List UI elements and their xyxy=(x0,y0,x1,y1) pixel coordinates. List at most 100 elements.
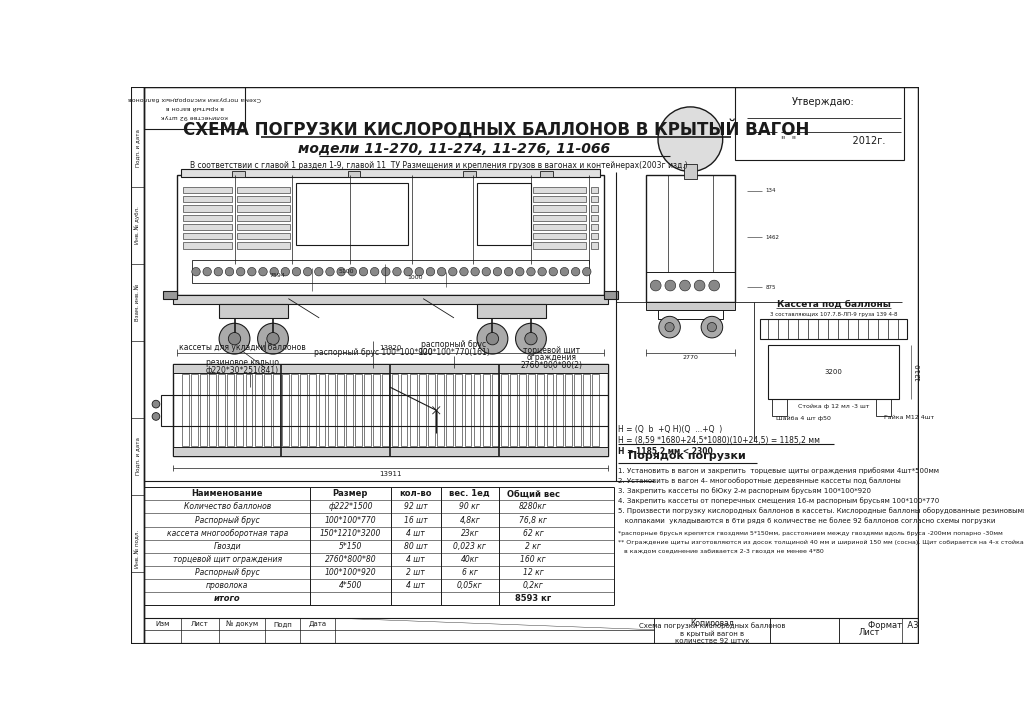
Text: Дата: Дата xyxy=(308,620,327,627)
Text: 4 шт: 4 шт xyxy=(407,529,425,538)
Text: ф222*1500: ф222*1500 xyxy=(328,502,373,511)
Text: 4 шт: 4 шт xyxy=(407,581,425,590)
Circle shape xyxy=(680,280,690,291)
Bar xyxy=(591,233,598,240)
Text: кассеты для укладки баллонов: кассеты для укладки баллонов xyxy=(179,342,305,352)
Bar xyxy=(646,303,735,310)
Circle shape xyxy=(460,267,468,276)
Text: Инв. № подл.: Инв. № подл. xyxy=(135,530,140,568)
Circle shape xyxy=(471,267,479,276)
Bar xyxy=(591,206,598,211)
Text: Изм: Изм xyxy=(156,620,170,626)
Bar xyxy=(180,169,600,177)
Circle shape xyxy=(259,267,267,276)
Bar xyxy=(183,243,232,248)
Bar xyxy=(534,243,587,248)
Bar xyxy=(183,215,232,221)
Text: проволока: проволока xyxy=(206,581,249,590)
Circle shape xyxy=(494,267,502,276)
Circle shape xyxy=(515,324,547,354)
Bar xyxy=(246,374,252,447)
Bar xyxy=(410,374,417,447)
Bar xyxy=(291,374,298,447)
Bar xyxy=(646,175,735,303)
Bar xyxy=(510,374,517,447)
Circle shape xyxy=(701,316,723,338)
Text: Подп: Подп xyxy=(273,620,292,626)
Circle shape xyxy=(708,322,717,332)
Bar xyxy=(181,374,188,447)
Bar xyxy=(348,171,360,177)
Bar xyxy=(492,374,499,447)
Text: ф220*30*251(841): ф220*30*251(841) xyxy=(206,366,279,375)
Text: 2 кг: 2 кг xyxy=(525,542,542,551)
Circle shape xyxy=(571,267,580,276)
Circle shape xyxy=(403,267,413,276)
Text: резиновое кольцо: резиновое кольцо xyxy=(206,358,279,367)
Bar xyxy=(768,345,899,399)
Bar xyxy=(534,206,587,211)
Text: кассета многооборотная тара: кассета многооборотная тара xyxy=(167,529,288,538)
Bar xyxy=(318,374,326,447)
Text: 3. Закрепить кассеты по бЮку 2-м распорным брусьям 100*100*920: 3. Закрепить кассеты по бЮку 2-м распорн… xyxy=(617,487,871,494)
Text: 2 шт: 2 шт xyxy=(407,568,425,577)
Bar xyxy=(534,187,587,193)
Text: H = (Q  b  +Q H)(Q  ...+Q  ): H = (Q b +Q H)(Q ...+Q ) xyxy=(617,425,722,434)
Circle shape xyxy=(303,267,312,276)
Bar xyxy=(876,399,891,416)
Text: колпаками  укладываются в 6ти рядя 6 количестве не более 92 баллонов согласно сх: колпаками укладываются в 6ти рядя 6 коли… xyxy=(617,517,995,523)
Text: ** Ограждение щиты изготовляются из досок толщиной 40 мм и шириной 150 мм (сосна: ** Ограждение щиты изготовляются из досо… xyxy=(617,539,1024,544)
Bar xyxy=(772,399,787,416)
Bar xyxy=(273,374,280,447)
Text: Схема погрузки кислородных баллонов: Схема погрузки кислородных баллонов xyxy=(128,96,261,101)
Circle shape xyxy=(477,324,508,354)
Text: 62 кг: 62 кг xyxy=(523,529,544,538)
Bar xyxy=(382,374,389,447)
Bar xyxy=(400,374,408,447)
Text: в крытый вагон в: в крытый вагон в xyxy=(166,105,223,110)
Text: Размер: Размер xyxy=(333,489,368,498)
Text: 12 кг: 12 кг xyxy=(523,568,544,577)
Bar xyxy=(365,374,371,447)
Circle shape xyxy=(449,267,457,276)
Text: Стойка ф 12 мл -3 шт: Стойка ф 12 мл -3 шт xyxy=(798,404,869,409)
Text: в каждом соединение забивается 2-3 гвоздя не менее 4*80: в каждом соединение забивается 2-3 гвозд… xyxy=(617,548,823,553)
Bar xyxy=(556,374,562,447)
Bar xyxy=(428,374,435,447)
Text: 4*500: 4*500 xyxy=(339,581,362,590)
Bar xyxy=(264,374,270,447)
Circle shape xyxy=(482,267,490,276)
Circle shape xyxy=(267,332,280,345)
Text: Распорный брус: Распорный брус xyxy=(195,515,259,524)
Bar xyxy=(209,374,216,447)
Text: № докум: № докум xyxy=(226,620,258,627)
Circle shape xyxy=(382,267,390,276)
Circle shape xyxy=(437,267,445,276)
Bar xyxy=(591,196,598,203)
Bar xyxy=(528,374,536,447)
Bar xyxy=(183,224,232,230)
Text: 100*100*770(161): 100*100*770(161) xyxy=(418,348,489,357)
Text: Инв. № дубл.: Инв. № дубл. xyxy=(134,206,140,245)
Text: Шайба 4 шт ф50: Шайба 4 шт ф50 xyxy=(776,416,830,421)
Text: H = 1185,2 мм < 2300: H = 1185,2 мм < 2300 xyxy=(617,447,713,455)
Bar xyxy=(592,374,599,447)
Text: В соответствии с главой 1 раздел 1-9, главой 11  ТУ Размещения и крепления грузо: В соответствии с главой 1 раздел 1-9, гл… xyxy=(189,161,687,170)
Text: Утверждаю:: Утверждаю: xyxy=(793,97,855,107)
Text: 0,05кг: 0,05кг xyxy=(457,581,482,590)
Text: 16 шт: 16 шт xyxy=(404,515,428,524)
Text: H = (8,59 *1680+24,5*1080)(10+24,5) = 1185,2 мм: H = (8,59 *1680+24,5*1080)(10+24,5) = 11… xyxy=(617,436,820,445)
Text: 100*100*920: 100*100*920 xyxy=(325,568,376,577)
Text: распорный брус: распорный брус xyxy=(422,340,486,350)
Circle shape xyxy=(583,267,591,276)
Text: 160 кг: 160 кг xyxy=(520,555,546,564)
Text: 23кг: 23кг xyxy=(461,529,479,538)
Text: распорный брус 100*100*920: распорный брус 100*100*920 xyxy=(313,348,432,357)
Text: 2. Установить в вагон 4- многооборотные деревянные кассеты под баллоны: 2. Установить в вагон 4- многооборотные … xyxy=(617,477,901,484)
Bar xyxy=(534,233,587,240)
Bar xyxy=(534,215,587,221)
Circle shape xyxy=(650,280,662,291)
Text: "  ": " " xyxy=(763,123,776,132)
Bar xyxy=(190,374,198,447)
Bar xyxy=(173,364,608,456)
